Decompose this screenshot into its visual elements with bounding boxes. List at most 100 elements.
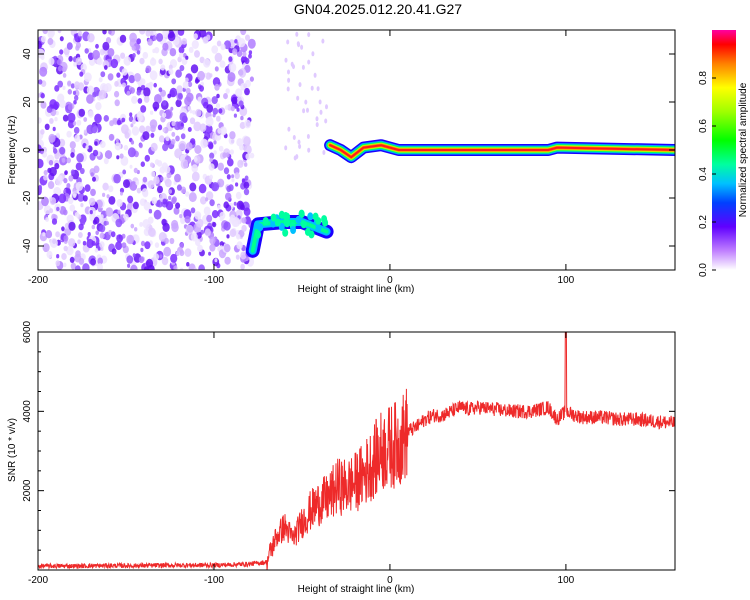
noise-speckle <box>49 197 57 206</box>
noise-speckle <box>95 102 102 111</box>
noise-speckle <box>68 197 74 205</box>
noise-speckle <box>232 48 238 55</box>
noise-speckle <box>306 134 310 139</box>
noise-speckle <box>153 253 160 261</box>
noise-speckle <box>138 256 144 264</box>
noise-speckle <box>70 262 77 270</box>
noise-speckle <box>48 159 54 166</box>
noise-speckle <box>116 234 123 243</box>
noise-speckle <box>144 154 150 162</box>
spectrogram-x-tick-label: -100 <box>204 275 224 286</box>
noise-speckle <box>229 149 234 155</box>
noise-speckle <box>214 52 223 63</box>
noise-speckle <box>229 131 236 140</box>
signal-cluster-blob <box>253 221 260 230</box>
noise-speckle <box>80 203 84 208</box>
noise-speckle <box>79 71 84 77</box>
noise-speckle <box>193 157 198 162</box>
colorbar-tick-label: 0.0 <box>698 263 709 277</box>
noise-speckle <box>239 121 246 130</box>
noise-speckle <box>295 154 299 160</box>
spectrogram-x-axis: -200 -100 0 100 <box>28 30 575 286</box>
noise-speckle <box>43 169 48 176</box>
noise-speckle <box>49 99 57 109</box>
noise-speckle <box>62 73 67 78</box>
noise-speckle <box>298 82 302 88</box>
noise-speckle <box>57 30 62 34</box>
noise-speckle <box>137 98 143 104</box>
spectrogram-x-tick-label: 0 <box>387 275 393 286</box>
noise-speckle <box>223 167 230 175</box>
noise-speckle <box>244 175 249 181</box>
signal-cluster-blob <box>315 224 322 233</box>
noise-speckle <box>205 191 214 201</box>
noise-speckle <box>178 140 187 151</box>
noise-speckle <box>248 53 252 59</box>
noise-speckle <box>128 116 134 122</box>
noise-speckle <box>123 56 132 66</box>
colorbar-ticks: 0.0 0.2 0.4 0.6 0.8 <box>698 71 716 277</box>
snr-x-tick-label: 100 <box>558 575 575 586</box>
noise-speckle <box>63 177 68 184</box>
noise-speckle <box>228 62 237 73</box>
noise-speckle <box>121 242 127 249</box>
noise-speckle <box>162 128 166 133</box>
noise-speckle <box>235 88 243 98</box>
noise-speckle <box>302 108 306 114</box>
signal-cluster-blob <box>274 218 281 227</box>
noise-speckle <box>194 145 202 154</box>
noise-speckle <box>74 211 80 218</box>
noise-speckle <box>58 193 67 204</box>
noise-speckle <box>84 184 91 192</box>
noise-speckle <box>231 96 238 105</box>
noise-speckle <box>114 99 120 107</box>
noise-speckle <box>174 173 181 183</box>
noise-speckle <box>185 55 189 60</box>
noise-speckle <box>238 68 247 78</box>
noise-speckle <box>53 148 58 154</box>
noise-speckle <box>209 236 216 245</box>
noise-speckle <box>127 263 131 268</box>
noise-speckle <box>63 209 68 216</box>
noise-speckle <box>142 219 150 229</box>
noise-speckle <box>149 119 158 129</box>
noise-speckle <box>152 101 160 111</box>
noise-speckle <box>142 51 149 59</box>
noise-speckle <box>175 135 180 142</box>
noise-speckle <box>171 78 177 85</box>
noise-speckle <box>41 196 49 207</box>
noise-speckle <box>161 256 169 266</box>
noise-speckle <box>199 30 207 38</box>
noise-speckle <box>153 209 162 220</box>
noise-speckle <box>75 162 83 171</box>
noise-speckle <box>193 33 199 40</box>
noise-speckle <box>105 37 112 44</box>
noise-speckle <box>296 95 300 101</box>
noise-speckle <box>206 104 214 113</box>
noise-speckle <box>39 66 48 77</box>
snr-y-label: SNR (10 * v/v) <box>7 418 18 482</box>
noise-speckle <box>205 124 213 134</box>
noise-speckle <box>213 150 217 155</box>
snr-y-tick-label: 2000 <box>22 479 33 502</box>
noise-speckle <box>86 238 94 249</box>
noise-speckle <box>219 245 223 250</box>
noise-speckle <box>226 174 231 180</box>
noise-speckle <box>197 96 203 103</box>
noise-speckle <box>105 221 109 226</box>
noise-speckle <box>295 31 299 37</box>
noise-speckle <box>286 86 290 92</box>
colorbar-tick-label: 0.4 <box>698 167 709 181</box>
noise-speckle <box>57 80 63 88</box>
noise-speckle <box>213 140 217 145</box>
noise-speckle <box>235 254 240 260</box>
noise-speckle <box>180 217 186 225</box>
noise-speckle <box>78 232 83 238</box>
noise-speckle <box>163 246 172 257</box>
noise-speckle <box>56 206 60 212</box>
snr-plot-area <box>38 332 675 570</box>
noise-speckle <box>168 68 174 75</box>
snr-panel: -200 -100 0 100 2000 4000 6000 Height of stra… <box>7 320 676 595</box>
noise-speckle <box>98 77 103 83</box>
noise-speckle <box>182 81 189 89</box>
